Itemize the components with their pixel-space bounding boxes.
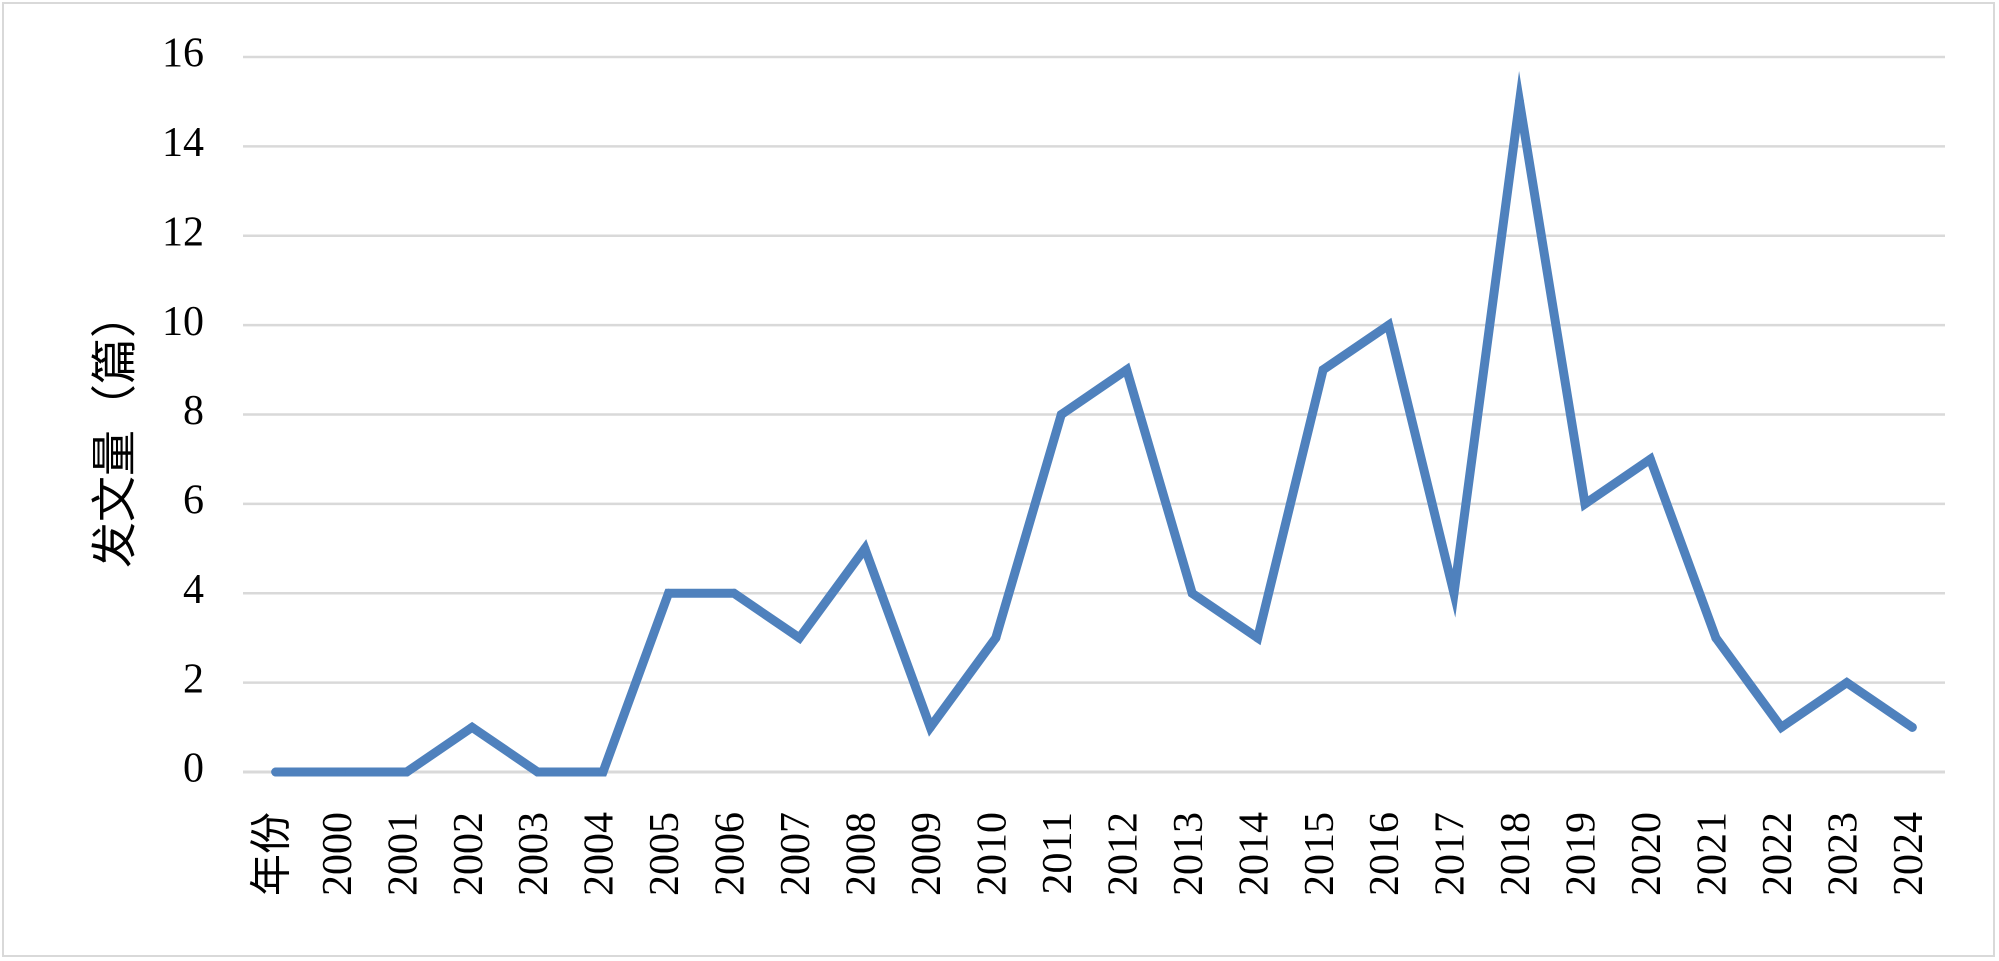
x-tick-label: 年份: [248, 812, 295, 896]
data-point: [664, 588, 673, 598]
x-tick-label: 2015: [1297, 812, 1343, 896]
x-tick-label: 2019: [1559, 812, 1605, 896]
data-point: [1384, 320, 1394, 330]
y-tick-label: 16: [162, 31, 204, 77]
data-point: [1515, 97, 1524, 107]
data-point: [1449, 588, 1459, 598]
x-tick-label: 2021: [1690, 812, 1736, 896]
data-point: [1645, 454, 1655, 464]
x-tick-label: 2006: [708, 812, 754, 896]
data-point: [925, 722, 935, 732]
x-tick-label: 2008: [839, 812, 885, 896]
data-point: [1842, 678, 1852, 688]
x-tick-label: 2014: [1231, 812, 1277, 896]
x-tick-label: 2018: [1493, 812, 1539, 896]
y-tick-label: 10: [162, 299, 204, 345]
x-tick-label: 2016: [1362, 812, 1408, 896]
y-axis-title: 发文量（篇）: [88, 292, 142, 568]
y-tick-label: 14: [162, 120, 204, 166]
data-point: [402, 767, 412, 777]
y-tick-label: 12: [162, 209, 204, 255]
x-tick-label: 2013: [1166, 812, 1212, 896]
data-point: [1056, 410, 1066, 419]
x-tick-label: 2022: [1755, 812, 1801, 896]
data-point: [533, 767, 543, 777]
data-point: [271, 767, 281, 777]
y-tick-label: 4: [183, 567, 204, 613]
data-point: [1580, 499, 1590, 509]
x-tick-label: 2009: [904, 812, 950, 896]
data-point: [598, 767, 608, 777]
y-tick-label: 0: [183, 746, 204, 792]
x-tick-label: 2020: [1624, 812, 1670, 896]
x-tick-label: 2003: [511, 812, 557, 896]
data-point: [1776, 722, 1786, 732]
x-tick-label: 2010: [969, 812, 1015, 896]
series-line-layer: [271, 70, 1917, 777]
x-tick-label: 2012: [1100, 812, 1146, 896]
y-tick-label: 2: [183, 656, 204, 702]
data-point: [794, 633, 804, 643]
x-tick-label: 2005: [642, 812, 688, 896]
x-tick-label: 2002: [446, 812, 492, 896]
data-point: [860, 544, 870, 554]
x-tick-label: 2007: [773, 812, 819, 896]
data-point: [467, 722, 477, 732]
data-point: [1907, 722, 1917, 732]
x-tick-label: 2023: [1820, 812, 1866, 896]
gridlines: [243, 55, 1945, 774]
data-point: [1187, 588, 1197, 598]
y-axis-ticks: 0 2 4 6 8 10 12 14 16: [162, 31, 204, 792]
x-axis-ticks: 年份 2000 2001 2002 2003 2004 2005 2006 2007 2008 20…: [248, 812, 1932, 896]
data-point: [1122, 365, 1132, 375]
series-line: [271, 70, 1917, 777]
x-tick-label: 2024: [1886, 812, 1932, 896]
data-point: [336, 767, 346, 777]
data-point: [729, 588, 739, 598]
x-tick-label: 2004: [577, 812, 623, 896]
data-point: [1253, 633, 1263, 643]
data-point: [991, 633, 1001, 643]
x-tick-label: 2017: [1428, 812, 1474, 896]
y-tick-label: 6: [183, 478, 204, 524]
x-tick-label: 2001: [380, 812, 426, 896]
data-point: [1318, 365, 1328, 375]
data-point: [1711, 633, 1721, 643]
x-tick-label: 2011: [1035, 812, 1081, 894]
y-tick-label: 8: [183, 388, 204, 434]
x-tick-label: 2000: [315, 812, 361, 896]
